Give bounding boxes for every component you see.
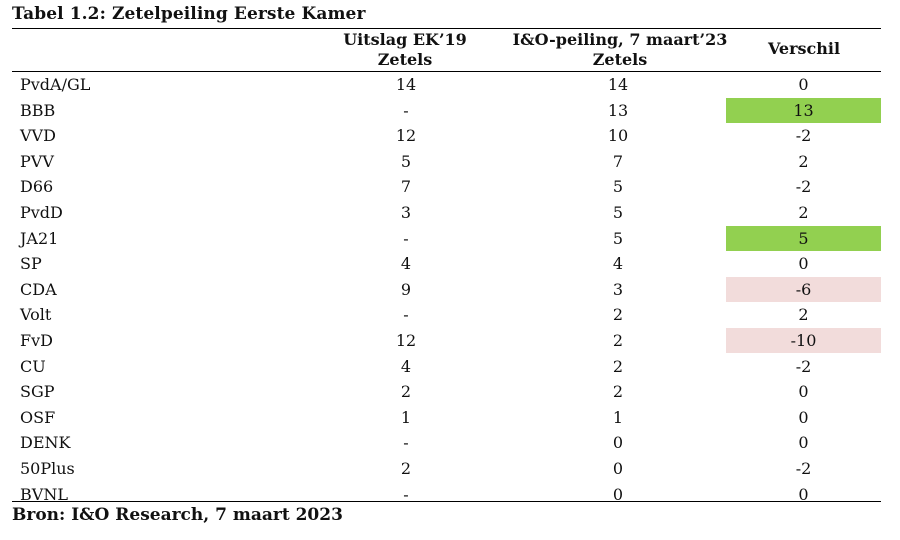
peiling-cell: 7 bbox=[612, 151, 624, 171]
party-cell: BBB bbox=[20, 100, 56, 120]
table-row: BVNL - 0 0 bbox=[12, 482, 881, 508]
uitslag-ek19-cell: 12 bbox=[395, 330, 417, 350]
table-row: FvD 12 2 -10 bbox=[12, 327, 881, 354]
verschil-cell: -2 bbox=[795, 126, 812, 146]
uitslag-ek19-cell: 4 bbox=[400, 356, 412, 376]
party-cell: PVV bbox=[20, 151, 54, 171]
table-row: PvdA/GL 14 14 0 bbox=[12, 72, 881, 98]
verschil-cell: -2 bbox=[795, 177, 812, 197]
peiling-cell: 2 bbox=[612, 305, 624, 325]
party-cell: FvD bbox=[20, 330, 53, 350]
peiling-cell: 2 bbox=[612, 382, 624, 402]
header-rule bbox=[12, 71, 881, 72]
party-cell: Volt bbox=[20, 305, 52, 325]
uitslag-ek19-cell: 9 bbox=[400, 279, 412, 299]
uitslag-ek19-cell: - bbox=[403, 228, 409, 248]
table-row: DENK - 0 0 bbox=[12, 430, 881, 456]
party-cell: VVD bbox=[20, 126, 56, 146]
party-cell: DENK bbox=[20, 433, 71, 453]
party-cell: PvdD bbox=[20, 202, 63, 222]
table-row: CU 4 2 -2 bbox=[12, 354, 881, 380]
party-cell: BVNL bbox=[20, 484, 68, 504]
peiling-cell: 14 bbox=[607, 75, 629, 94]
peiling-cell: 13 bbox=[607, 100, 629, 120]
verschil-cell: 2 bbox=[798, 151, 809, 171]
top-rule bbox=[12, 28, 881, 29]
table-row: SGP 2 2 0 bbox=[12, 379, 881, 405]
party-cell: CU bbox=[20, 356, 46, 376]
party-cell: D66 bbox=[20, 177, 54, 197]
uitslag-ek19-cell: 4 bbox=[400, 254, 412, 274]
party-cell: CDA bbox=[20, 279, 57, 299]
uitslag-ek19-cell: - bbox=[403, 305, 409, 325]
peiling-cell: 5 bbox=[612, 202, 624, 222]
header-uitslag-line1: Uitslag EK’19 bbox=[343, 30, 467, 49]
peiling-cell: 2 bbox=[612, 356, 624, 376]
party-cell: PvdA/GL bbox=[20, 75, 91, 94]
peiling-cell: 4 bbox=[612, 254, 624, 274]
table-row: Volt - 2 2 bbox=[12, 302, 881, 328]
table-row: PvdD 3 5 2 bbox=[12, 200, 881, 226]
verschil-cell: -6 bbox=[726, 276, 881, 302]
verschil-cell: 0 bbox=[798, 254, 809, 274]
header-peiling: I&O-peiling, 7 maart’23 Zetels bbox=[500, 30, 740, 70]
party-cell: JA21 bbox=[20, 228, 59, 248]
peiling-cell: 5 bbox=[612, 177, 624, 197]
peiling-cell: 3 bbox=[612, 279, 624, 299]
verschil-cell: 0 bbox=[798, 484, 809, 504]
verschil-cell: 2 bbox=[798, 305, 809, 325]
uitslag-ek19-cell: 1 bbox=[400, 407, 412, 427]
peiling-cell: 5 bbox=[612, 228, 624, 248]
header-peiling-line1: I&O-peiling, 7 maart’23 bbox=[512, 30, 728, 49]
verschil-cell: -2 bbox=[795, 356, 812, 376]
uitslag-ek19-cell: - bbox=[403, 484, 409, 504]
table-row: OSF 1 1 0 bbox=[12, 405, 881, 431]
table-title: Tabel 1.2: Zetelpeiling Eerste Kamer bbox=[12, 4, 366, 24]
verschil-cell: 0 bbox=[798, 433, 809, 453]
verschil-cell: 2 bbox=[798, 202, 809, 222]
table-row: BBB - 13 13 bbox=[12, 97, 881, 124]
header-verschil: Verschil bbox=[767, 39, 841, 58]
table-row: SP 4 4 0 bbox=[12, 251, 881, 277]
header-peiling-line2: Zetels bbox=[592, 50, 648, 69]
verschil-cell: 5 bbox=[726, 225, 881, 251]
bottom-rule bbox=[12, 501, 881, 502]
uitslag-ek19-cell: 2 bbox=[400, 382, 412, 402]
uitslag-ek19-cell: 7 bbox=[400, 177, 412, 197]
peiling-cell: 0 bbox=[612, 484, 624, 504]
party-cell: SGP bbox=[20, 382, 55, 402]
table-row: CDA 9 3 -6 bbox=[12, 276, 881, 303]
uitslag-ek19-cell: 14 bbox=[395, 75, 417, 94]
uitslag-ek19-cell: 5 bbox=[400, 151, 412, 171]
peiling-cell: 0 bbox=[612, 458, 624, 478]
header-uitslag-ek19: Uitslag EK’19 Zetels bbox=[335, 30, 475, 70]
source-note: Bron: I&O Research, 7 maart 2023 bbox=[12, 505, 343, 525]
party-cell: SP bbox=[20, 254, 42, 274]
peiling-cell: 1 bbox=[612, 407, 624, 427]
uitslag-ek19-cell: - bbox=[403, 100, 409, 120]
uitslag-ek19-cell: 2 bbox=[400, 458, 412, 478]
party-cell: OSF bbox=[20, 407, 56, 427]
uitslag-ek19-cell: - bbox=[403, 433, 409, 453]
verschil-cell: 13 bbox=[726, 97, 881, 123]
uitslag-ek19-cell: 3 bbox=[400, 202, 412, 222]
peiling-cell: 0 bbox=[612, 433, 624, 453]
party-cell: 50Plus bbox=[20, 458, 75, 478]
verschil-cell: 0 bbox=[798, 382, 809, 402]
peiling-cell: 2 bbox=[612, 330, 624, 350]
peiling-cell: 10 bbox=[607, 126, 629, 146]
verschil-cell: 0 bbox=[798, 75, 809, 94]
table-row: JA21 - 5 5 bbox=[12, 225, 881, 252]
table-row: 50Plus 2 0 -2 bbox=[12, 456, 881, 482]
verschil-cell: -2 bbox=[795, 458, 812, 478]
verschil-cell: -10 bbox=[726, 327, 881, 353]
table-row: PVV 5 7 2 bbox=[12, 149, 881, 175]
table-row: D66 7 5 -2 bbox=[12, 174, 881, 200]
table-row: VVD 12 10 -2 bbox=[12, 123, 881, 149]
uitslag-ek19-cell: 12 bbox=[395, 126, 417, 146]
header-uitslag-line2: Zetels bbox=[377, 50, 433, 69]
table-body: PvdA/GL 14 14 0 BBB -13 13 VVD 12 10 -2 PVV 5 7 2 D66 7 5… bbox=[12, 72, 881, 507]
verschil-cell: 0 bbox=[798, 407, 809, 427]
